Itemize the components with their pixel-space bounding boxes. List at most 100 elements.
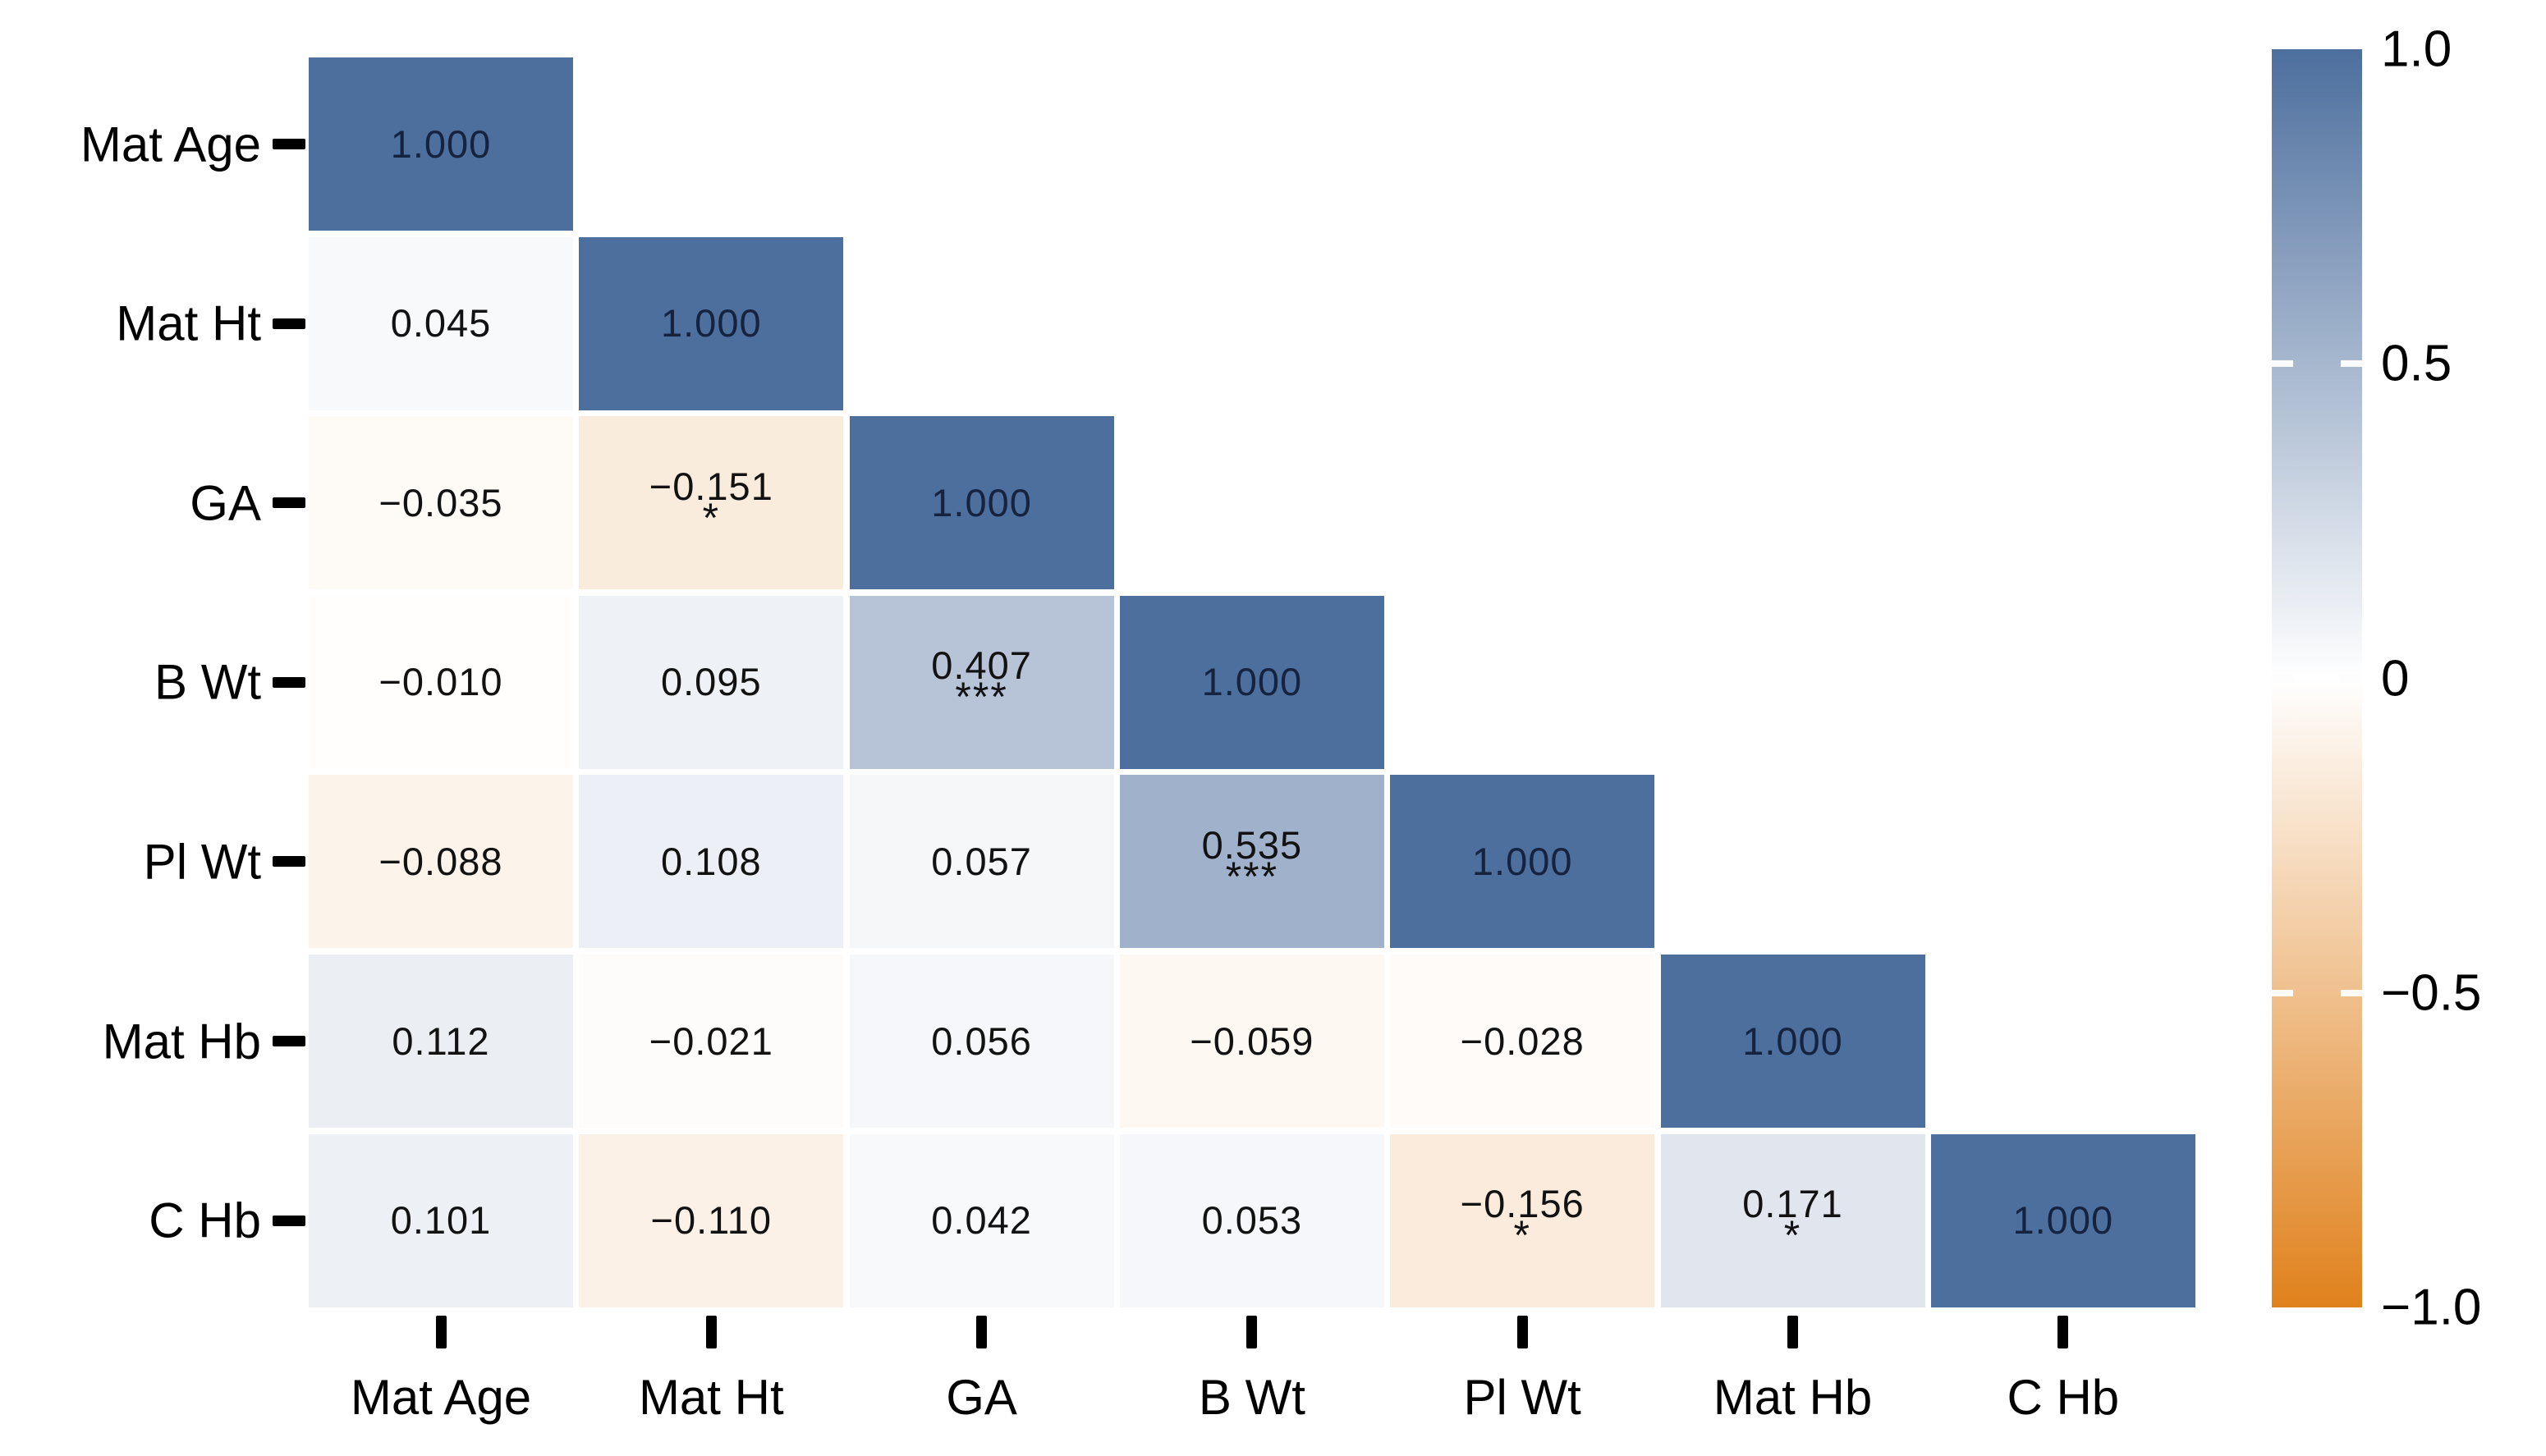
heatmap-cell: 0.101 xyxy=(309,1133,573,1307)
correlation-value: 1.000 xyxy=(390,121,492,166)
colorbar-tick-label: 0.5 xyxy=(2381,335,2452,392)
correlation-value: 0.112 xyxy=(392,1019,490,1063)
heatmap-cell: −0.156 * xyxy=(1390,1133,1655,1307)
heatmap-cell: −0.010 xyxy=(309,595,573,769)
x-axis-label: B Wt xyxy=(1198,1370,1305,1425)
x-axis-tick xyxy=(435,1316,447,1348)
colorbar-tick-label: 0 xyxy=(2381,650,2410,707)
colorbar-tick-label: −1.0 xyxy=(2381,1279,2482,1336)
heatmap-cell: −0.035 xyxy=(309,416,573,590)
significance-stars: *** xyxy=(955,674,1008,721)
y-axis-label: GA xyxy=(190,475,261,531)
correlation-value: 1.000 xyxy=(931,480,1032,524)
colorbar-tick-label: 1.0 xyxy=(2381,21,2452,78)
colorbar-tick-label: −0.5 xyxy=(2381,964,2482,1022)
correlation-value: 0.057 xyxy=(931,839,1032,883)
correlation-value: 0.101 xyxy=(390,1198,492,1243)
correlation-value: −0.059 xyxy=(1190,1019,1314,1063)
correlation-value: 0.045 xyxy=(390,301,492,346)
significance-stars: * xyxy=(1783,1212,1802,1259)
correlation-value: −0.021 xyxy=(649,1019,773,1063)
correlation-value: 0.042 xyxy=(931,1198,1032,1243)
heatmap-cell: 0.108 xyxy=(579,775,844,949)
heatmap-cell: 0.407 *** xyxy=(849,595,1114,769)
correlation-value: 1.000 xyxy=(1201,660,1303,704)
correlation-value: 0.535 xyxy=(1201,822,1303,867)
correlation-value: −0.151 xyxy=(649,464,773,508)
heatmap-cell: 1.000 xyxy=(1930,1133,2195,1307)
heatmap-cell: −0.110 xyxy=(579,1133,844,1307)
x-axis-label: C Hb xyxy=(2007,1370,2120,1425)
significance-stars: * xyxy=(702,494,721,541)
correlation-value: 0.108 xyxy=(660,839,762,883)
colorbar-tick xyxy=(2341,989,2362,996)
heatmap-cell: 1.000 xyxy=(579,236,844,410)
significance-stars: * xyxy=(1513,1212,1531,1259)
x-axis-tick xyxy=(1787,1316,1798,1348)
heatmap-cell: 0.042 xyxy=(849,1133,1114,1307)
y-axis-label: Pl Wt xyxy=(143,834,261,890)
colorbar-tick xyxy=(2341,675,2362,682)
correlation-value: −0.088 xyxy=(378,839,503,883)
y-axis-tick xyxy=(273,139,305,149)
correlation-value: −0.028 xyxy=(1460,1019,1585,1063)
x-axis-label: Mat Age xyxy=(350,1370,532,1425)
correlation-value: 0.095 xyxy=(660,660,762,704)
y-axis-tick xyxy=(273,856,305,868)
y-axis-label: Mat Hb xyxy=(102,1014,261,1069)
heatmap-cell: 0.171 * xyxy=(1660,1133,1925,1307)
heatmap-cell: 1.000 xyxy=(1660,955,1925,1128)
heatmap-cell: −0.151 * xyxy=(579,416,844,590)
heatmap-cell: 1.000 xyxy=(1390,775,1655,949)
heatmap-cell: 1.000 xyxy=(1119,595,1384,769)
heatmap-cell: −0.028 xyxy=(1390,955,1655,1128)
heatmap-cell: 0.057 xyxy=(849,775,1114,949)
heatmap-cell: 1.000 xyxy=(309,57,573,231)
y-axis-tick xyxy=(273,1036,305,1046)
colorbar-tick xyxy=(2272,675,2293,682)
correlation-value: 0.171 xyxy=(1742,1182,1843,1226)
y-axis-tick xyxy=(273,676,305,688)
x-axis-label: Mat Hb xyxy=(1713,1370,1873,1425)
colorbar-tick xyxy=(2341,360,2362,368)
correlation-value: −0.035 xyxy=(378,480,503,524)
colorbar-tick xyxy=(2272,989,2293,996)
correlation-value: 1.000 xyxy=(1471,839,1573,883)
y-axis-tick xyxy=(273,497,305,509)
correlation-value: 1.000 xyxy=(1742,1019,1843,1063)
correlation-value: 1.000 xyxy=(660,301,762,346)
x-axis-tick xyxy=(1246,1316,1258,1348)
y-axis-tick xyxy=(273,1215,305,1226)
y-axis-label: Mat Age xyxy=(80,117,261,172)
heatmap-cell: 0.095 xyxy=(579,595,844,769)
x-axis-tick xyxy=(2057,1316,2069,1348)
correlation-value: −0.110 xyxy=(650,1198,773,1243)
heatmap-cell: 1.000 xyxy=(849,416,1114,590)
heatmap-cell: 0.056 xyxy=(849,955,1114,1128)
correlation-value: −0.156 xyxy=(1460,1182,1585,1226)
x-axis-tick xyxy=(705,1316,717,1348)
correlation-value: −0.010 xyxy=(378,660,503,704)
heatmap-cell: −0.021 xyxy=(579,955,844,1128)
correlation-value: 0.053 xyxy=(1201,1198,1303,1243)
x-axis-tick xyxy=(976,1316,988,1348)
y-axis-label: Mat Ht xyxy=(116,295,261,351)
correlation-value: 0.056 xyxy=(931,1019,1032,1063)
heatmap-cell: −0.059 xyxy=(1119,955,1384,1128)
heatmap-cell: 0.053 xyxy=(1119,1133,1384,1307)
y-axis-label: B Wt xyxy=(154,654,261,710)
x-axis-tick xyxy=(1516,1316,1528,1348)
colorbar-tick xyxy=(2272,360,2293,368)
heatmap-cell: 0.112 xyxy=(309,955,573,1128)
y-axis-label: C Hb xyxy=(149,1193,261,1248)
significance-stars: *** xyxy=(1225,853,1279,900)
y-axis-tick xyxy=(273,318,305,329)
correlation-value: 0.407 xyxy=(931,643,1032,688)
correlation-value: 1.000 xyxy=(2012,1198,2114,1243)
x-axis-label: Mat Ht xyxy=(638,1370,784,1425)
colorbar xyxy=(2272,49,2362,1307)
heatmap-cell: 0.045 xyxy=(309,236,573,410)
heatmap-cell: 0.535 *** xyxy=(1119,775,1384,949)
heatmap-cell: −0.088 xyxy=(309,775,573,949)
